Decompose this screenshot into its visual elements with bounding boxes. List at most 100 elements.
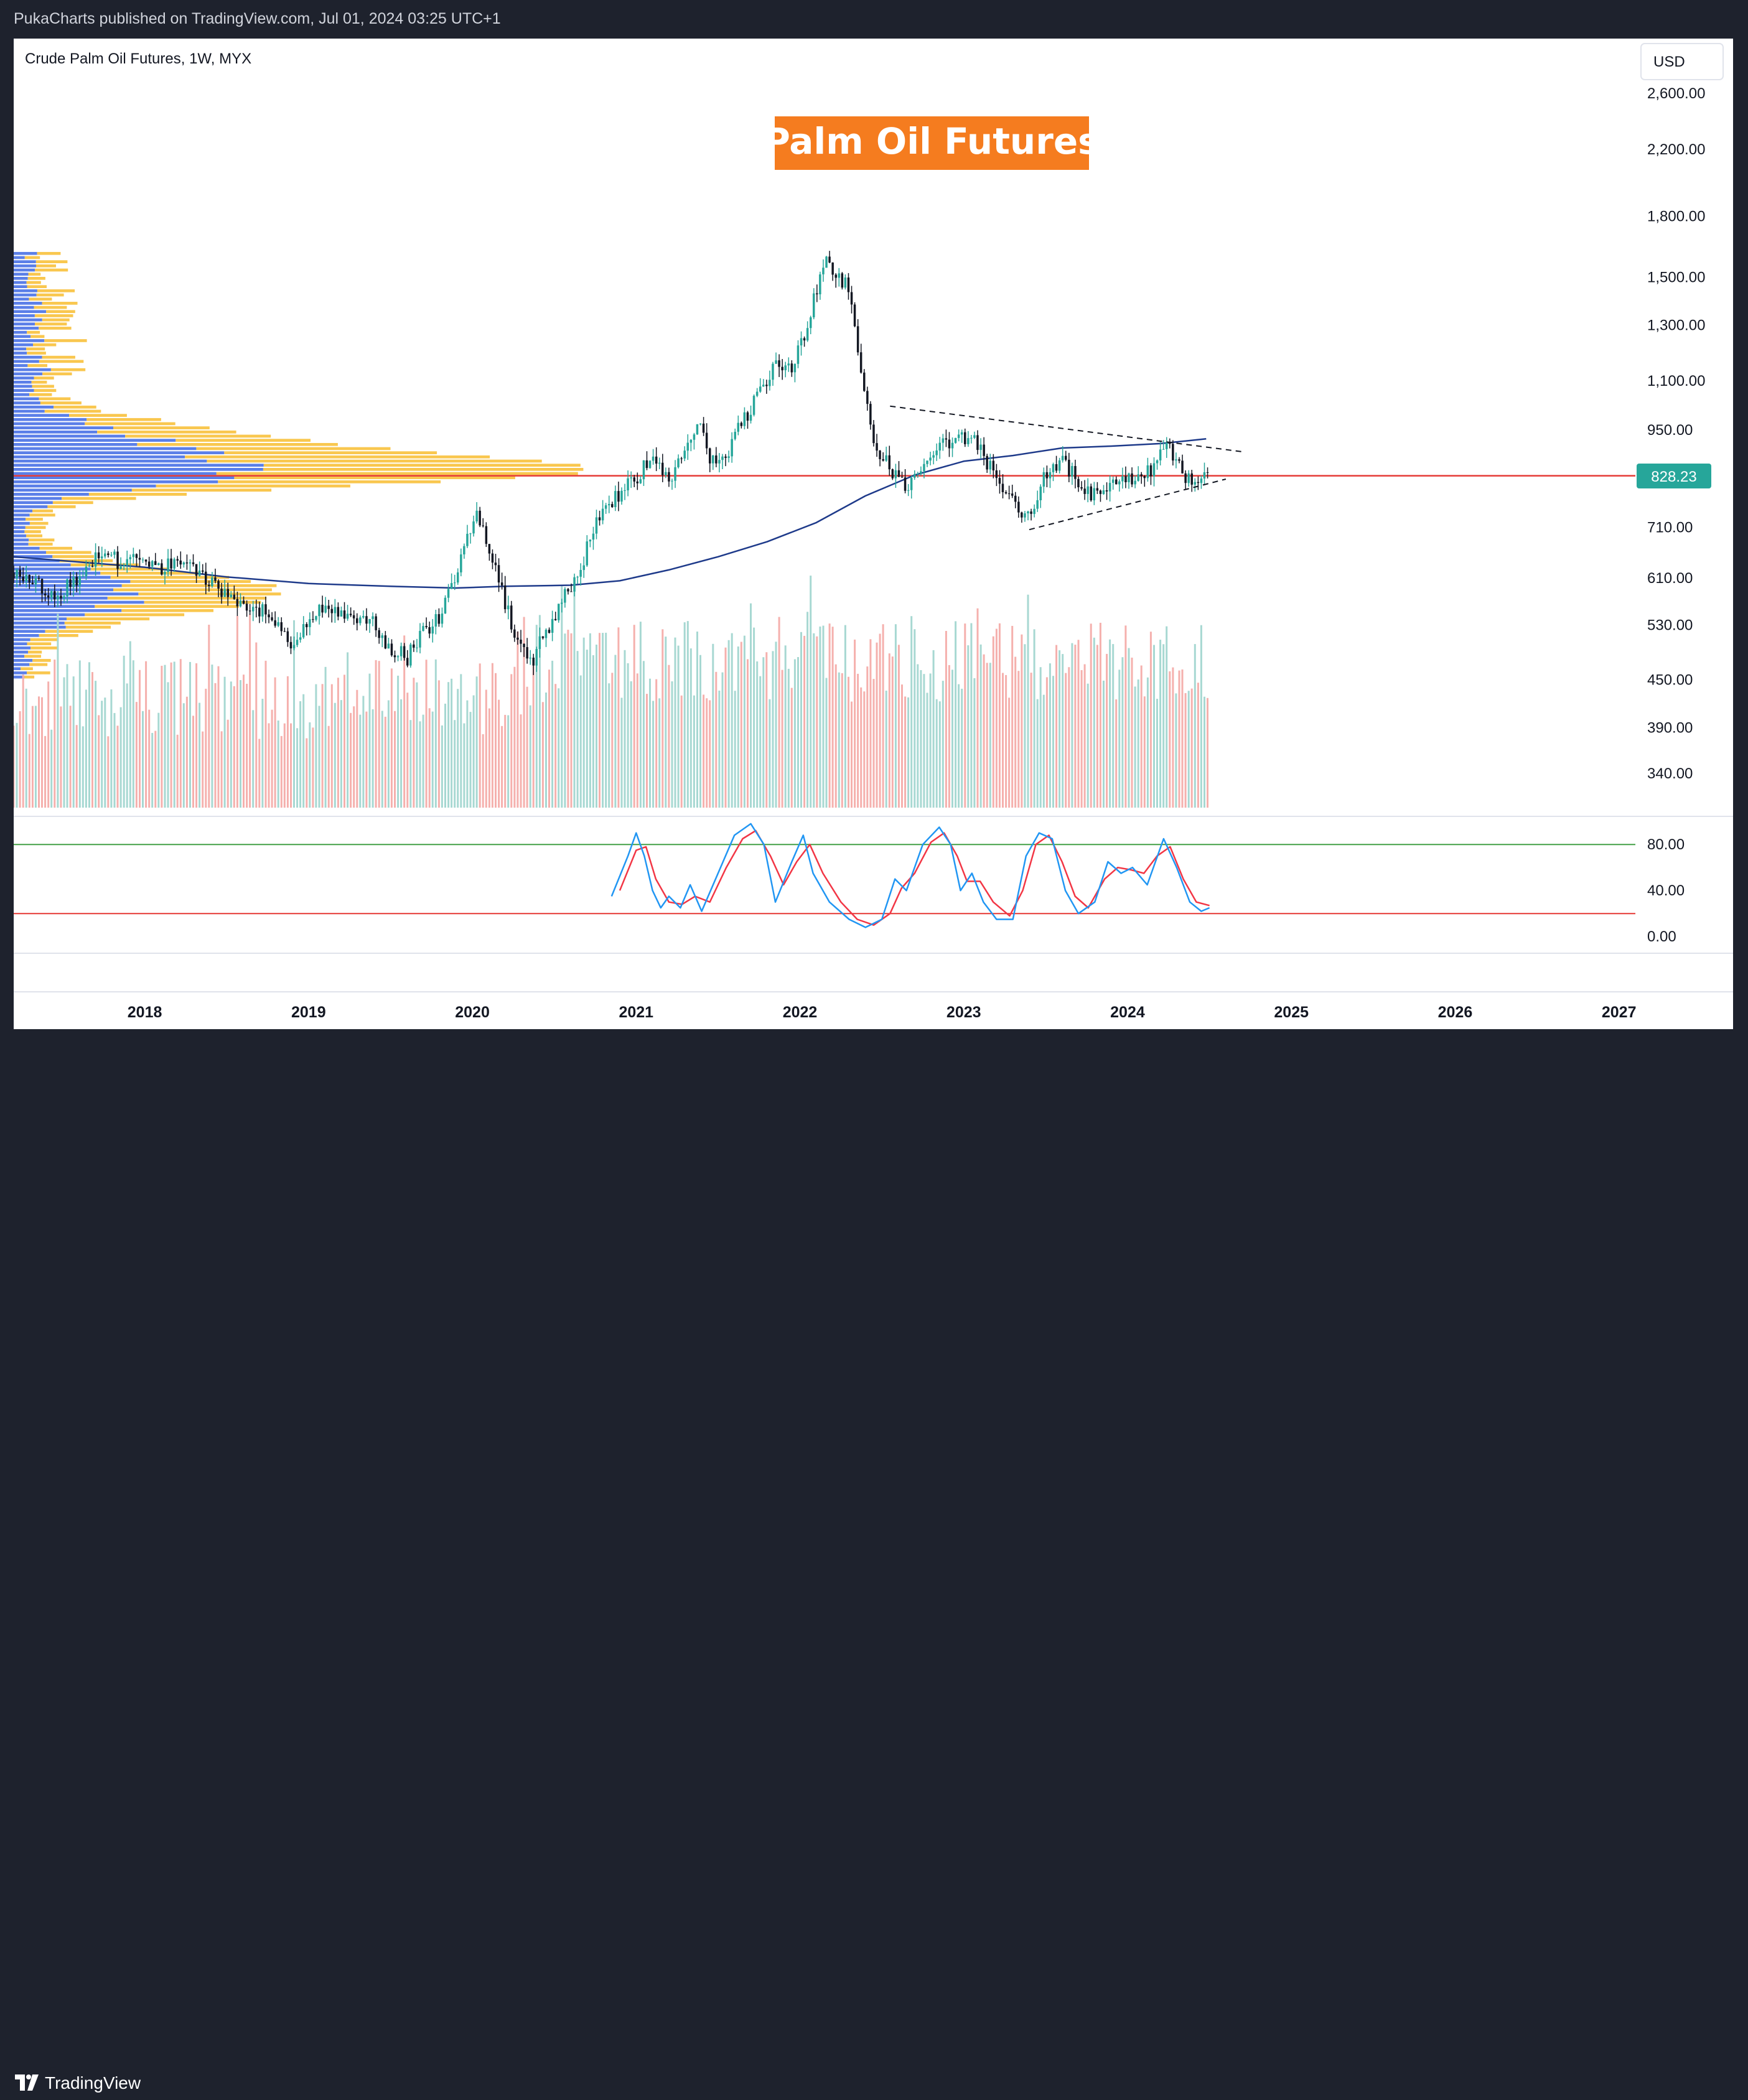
candle-body	[22, 577, 24, 582]
candle-body	[85, 566, 88, 576]
profile-bar-blue	[14, 314, 35, 317]
volume-bar	[25, 688, 27, 808]
volume-bar	[731, 633, 733, 808]
volume-bar	[283, 723, 286, 808]
profile-bar-blue	[14, 650, 28, 654]
profile-bar-yellow	[54, 405, 96, 409]
volume-bar	[655, 679, 658, 808]
volume-bar	[98, 715, 100, 808]
candle-body	[1052, 464, 1055, 472]
candle-body	[677, 458, 680, 467]
candle-body	[460, 554, 462, 572]
volume-bar	[570, 633, 573, 808]
tradingview-logo[interactable]: TradingView	[14, 2070, 163, 2097]
candle-body	[202, 570, 204, 572]
volume-bar	[1090, 623, 1092, 808]
candle-body	[702, 423, 705, 433]
candle-body	[1187, 473, 1190, 483]
candle-body	[141, 559, 144, 561]
chart-area[interactable]: 80.00 40.00 0.00 2,600.00 2,200.00 1,800.00 1…	[14, 39, 1733, 1029]
volume-bar	[1024, 644, 1026, 808]
volume-bar	[822, 625, 825, 808]
volume-bar	[268, 723, 270, 808]
candle-body	[1039, 487, 1042, 500]
candle-body	[242, 600, 245, 604]
candle-body	[170, 558, 172, 569]
volume-bar	[1134, 686, 1136, 808]
chart-svg[interactable]: 80.00 40.00 0.00 2,600.00 2,200.00 1,800.00 1…	[14, 39, 1733, 1029]
volume-bar	[652, 701, 655, 808]
volume-bar	[1087, 683, 1089, 808]
volume-bar	[1011, 625, 1014, 808]
candle-body	[337, 607, 340, 617]
candle-body	[69, 579, 72, 587]
profile-bar-yellow	[39, 360, 84, 363]
candle-body	[1181, 460, 1184, 474]
currency-button[interactable]: USD	[1640, 43, 1724, 80]
volume-bar	[460, 674, 462, 808]
profile-bar-blue	[14, 281, 27, 284]
volume-bar	[409, 720, 412, 808]
volume-bar	[551, 660, 554, 808]
volume-bar	[929, 673, 932, 808]
profile-bar-yellow	[34, 314, 73, 317]
volume-bar	[88, 662, 90, 808]
profile-bar-yellow	[45, 630, 93, 633]
candle-body	[897, 470, 900, 477]
candle-body	[526, 647, 528, 659]
volume-bar	[101, 701, 103, 808]
volume-bar	[252, 710, 255, 808]
candle-body	[589, 539, 592, 542]
profile-bar-yellow	[26, 534, 42, 538]
candle-body	[1184, 473, 1187, 483]
candle-body	[960, 432, 963, 435]
candle-body	[299, 637, 302, 640]
candle-body	[63, 596, 65, 599]
volume-bar	[16, 722, 18, 808]
profile-bar-yellow	[224, 451, 437, 455]
candle-body	[82, 576, 85, 577]
volume-bar	[803, 635, 806, 808]
volume-bar	[724, 647, 727, 808]
price-tick-label: 610.00	[1647, 570, 1693, 587]
candle-body	[182, 562, 185, 565]
volume-bar	[938, 701, 941, 808]
volume-bar	[246, 683, 248, 808]
volume-bar	[765, 652, 768, 808]
volume-bar	[31, 706, 34, 808]
candle-body	[686, 442, 689, 451]
candle-body	[831, 262, 834, 275]
profile-bar-blue	[14, 376, 34, 380]
volume-bar	[630, 681, 632, 808]
candle-body	[1033, 508, 1035, 514]
volume-bar	[642, 661, 645, 808]
volume-bar	[854, 639, 856, 808]
candle-body	[718, 460, 721, 464]
profile-bar-yellow	[100, 571, 199, 575]
volume-bar	[589, 633, 591, 808]
volume-bar	[1178, 670, 1180, 808]
candle-body	[1071, 466, 1073, 477]
volume-bar	[170, 662, 172, 808]
volume-bar	[860, 687, 862, 808]
profile-bar-yellow	[34, 306, 67, 309]
volume-bar	[365, 711, 368, 808]
profile-bar-blue	[14, 543, 29, 546]
profile-bar-blue	[14, 335, 31, 338]
profile-bar-blue	[14, 442, 138, 446]
candle-body	[40, 579, 44, 594]
volume-bar	[1137, 679, 1139, 808]
triangle-lines[interactable]	[890, 405, 1243, 531]
candle-body	[882, 459, 884, 461]
candle-body	[1080, 487, 1083, 489]
candle-body	[359, 617, 362, 623]
volume-bar	[293, 620, 295, 808]
profile-bar-blue	[14, 630, 45, 633]
candle-body	[198, 570, 201, 576]
volume-bar	[126, 683, 128, 808]
profile-bar-yellow	[24, 256, 40, 259]
candle-body	[1159, 449, 1162, 460]
volume-bar	[236, 615, 238, 808]
profile-bar-yellow	[64, 621, 121, 625]
volume-bar	[491, 663, 493, 808]
